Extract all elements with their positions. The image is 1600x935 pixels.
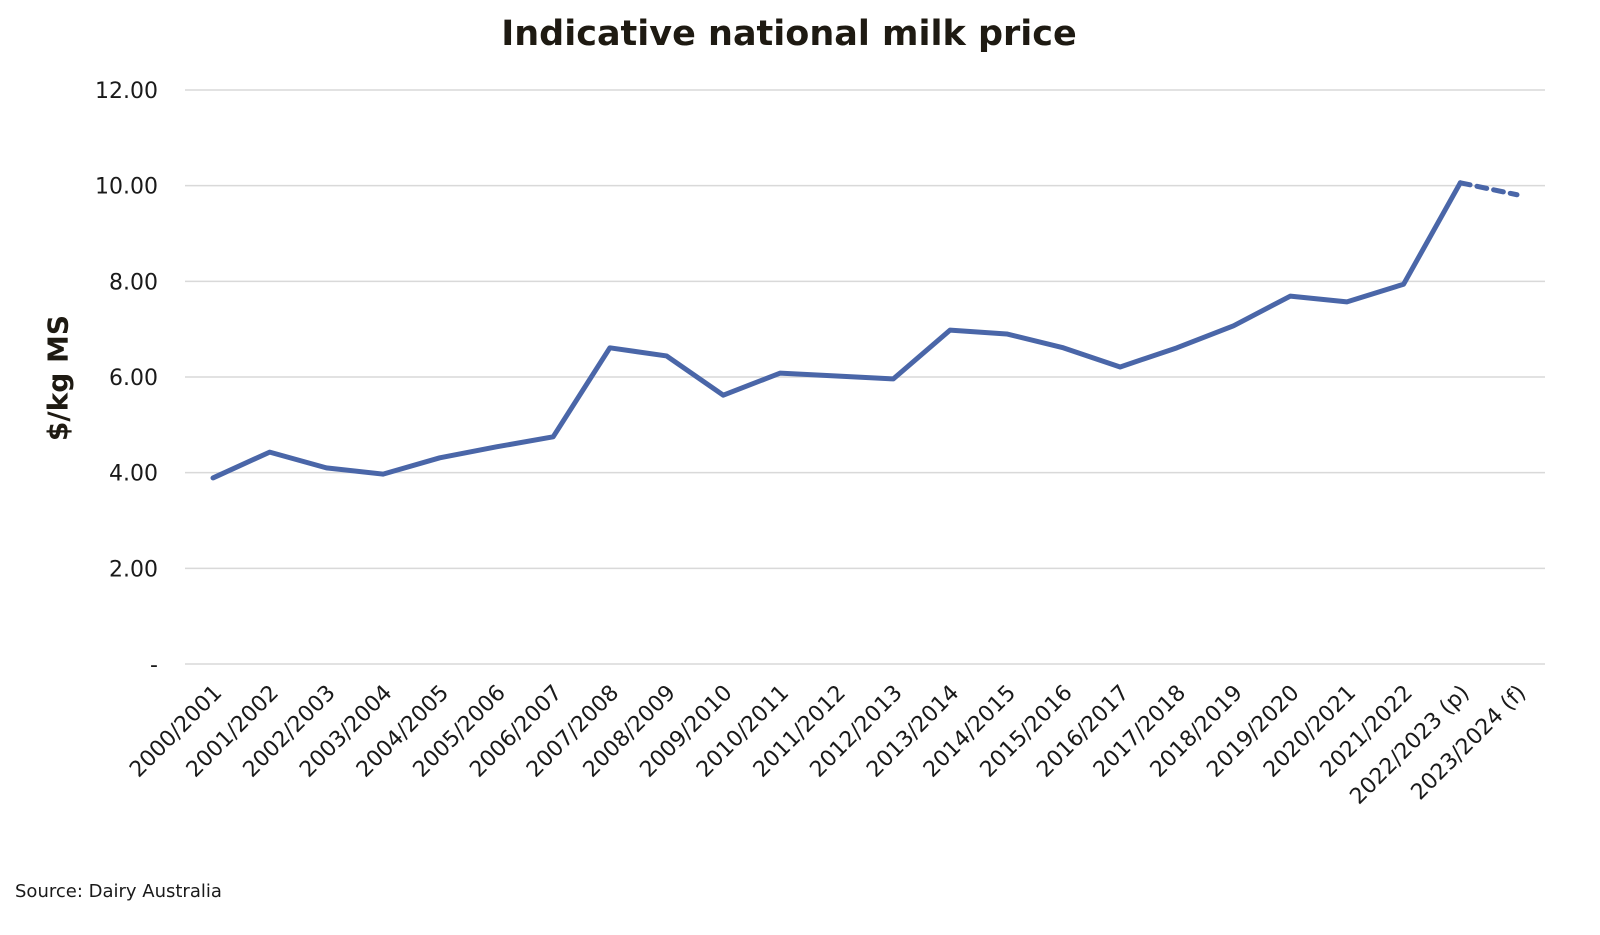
y-tick-label: - (150, 653, 158, 678)
source-note: Source: Dairy Australia (15, 881, 222, 902)
y-tick-label: 4.00 (109, 462, 158, 487)
y-tick-label: 8.00 (109, 270, 158, 295)
series-line-forecast (1457, 180, 1520, 198)
y-tick-label: 6.00 (109, 366, 158, 391)
chart-title: Indicative national milk price (501, 14, 1077, 54)
series-line-solid (210, 180, 1463, 481)
y-tick-label: 2.00 (109, 557, 158, 582)
y-tick-label: 10.00 (95, 175, 158, 200)
y-tick-label: 12.00 (95, 79, 158, 104)
